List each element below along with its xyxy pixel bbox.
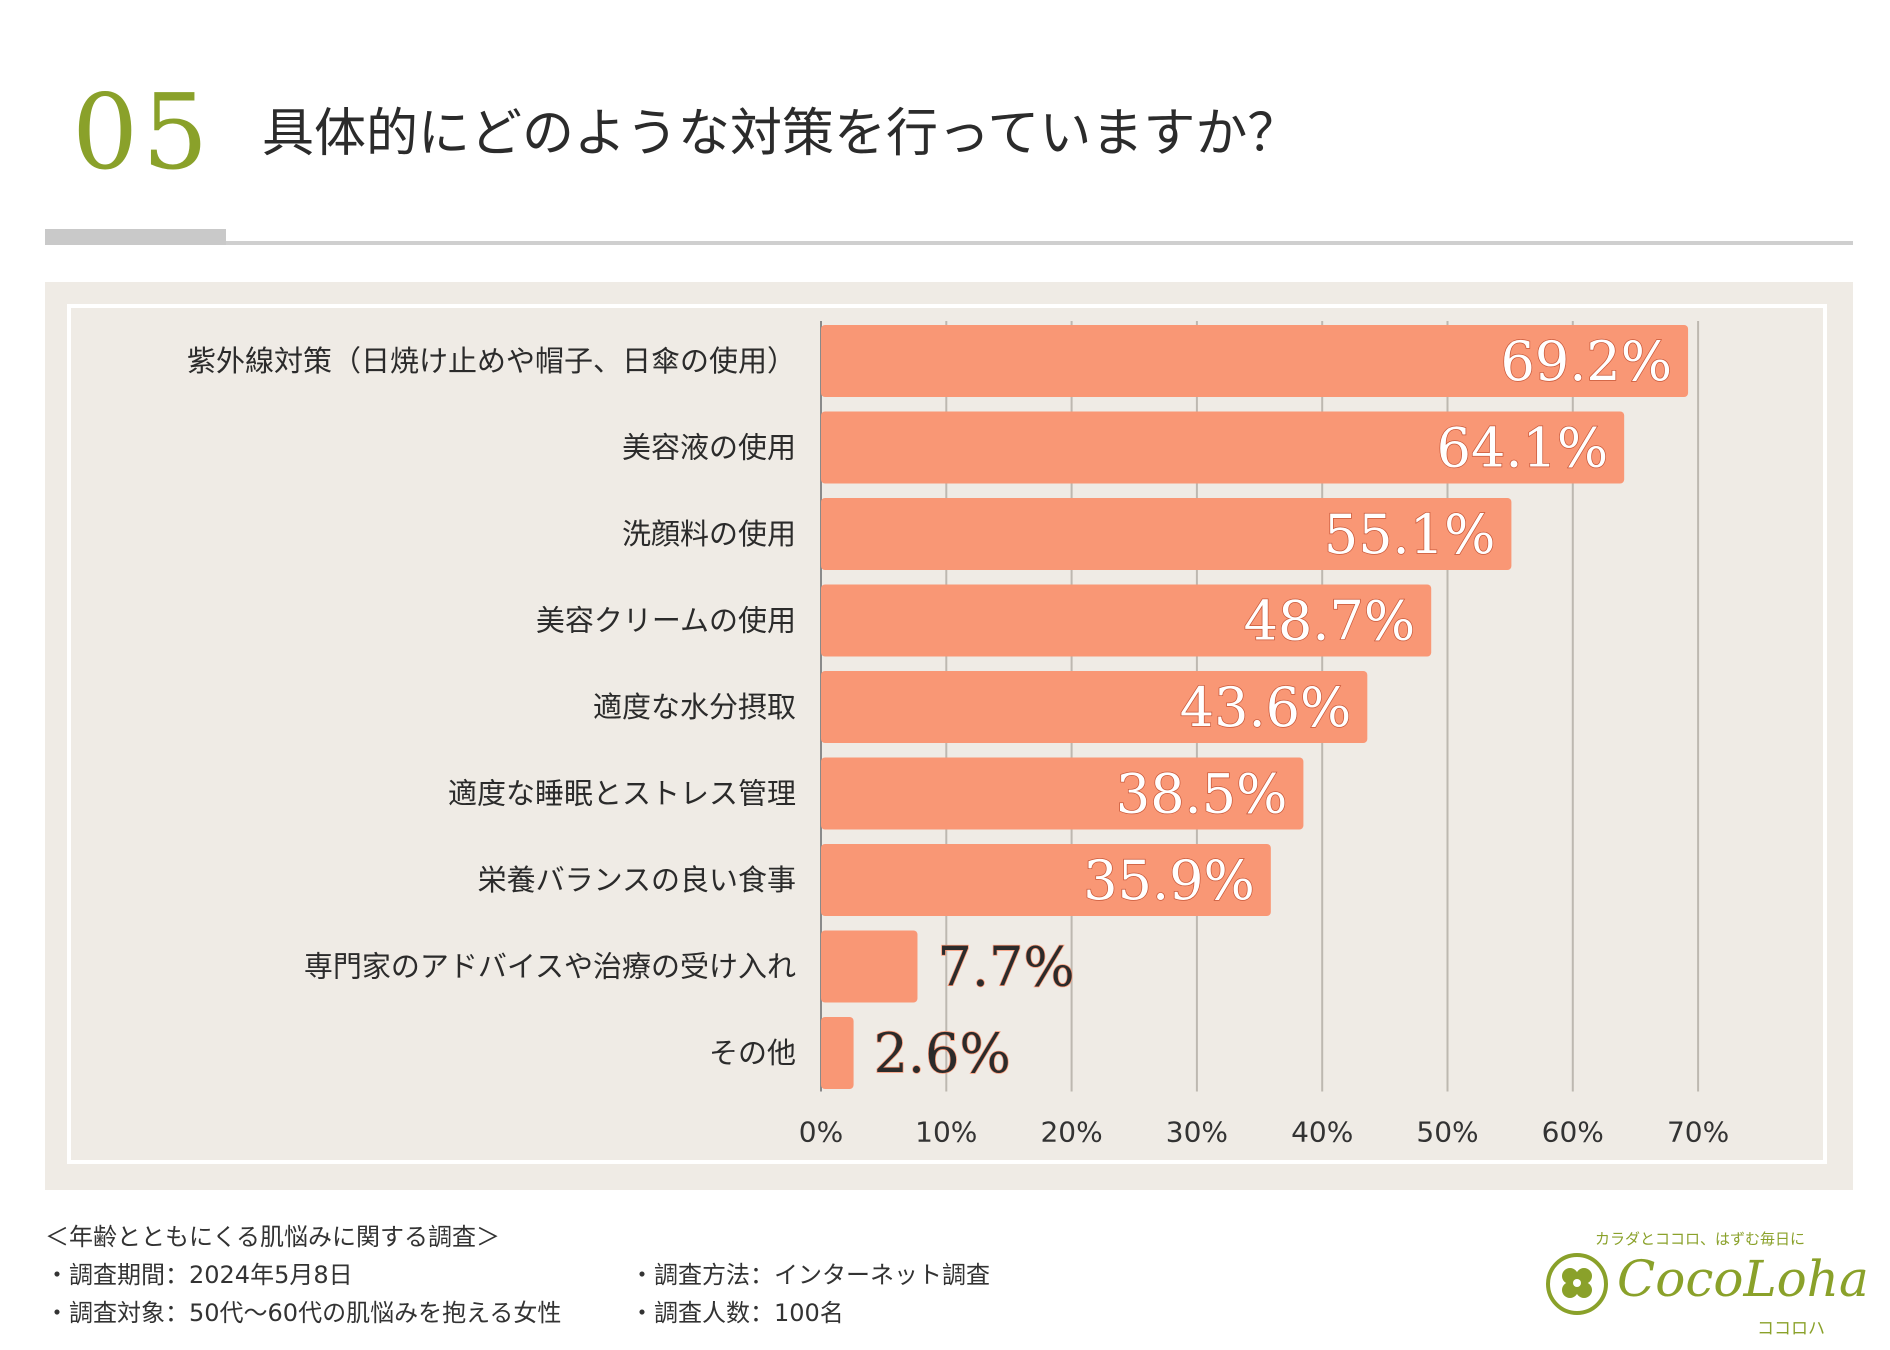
category-label: 紫外線対策（日焼け止めや帽子、日傘の使用） bbox=[187, 344, 796, 378]
bar bbox=[821, 498, 1512, 570]
title-rule-accent bbox=[45, 229, 226, 245]
category-label: 適度な睡眠とストレス管理 bbox=[448, 777, 796, 811]
page-title: 具体的にどのような対策を行っていますか？ bbox=[262, 104, 1300, 164]
category-label: 美容クリームの使用 bbox=[536, 604, 796, 638]
x-tick-label: 40% bbox=[1291, 1116, 1353, 1149]
x-tick-label: 30% bbox=[1166, 1116, 1228, 1149]
category-label: 専門家のアドバイスや治療の受け入れ bbox=[304, 950, 796, 984]
x-tick-label: 60% bbox=[1542, 1116, 1604, 1149]
bar bbox=[821, 411, 1625, 484]
clover-icon bbox=[1546, 1253, 1608, 1315]
value-label: 69.2% bbox=[1501, 330, 1673, 393]
x-tick-label: 20% bbox=[1040, 1116, 1102, 1149]
bar bbox=[821, 930, 918, 1003]
value-label: 48.7% bbox=[1244, 590, 1416, 653]
category-label: その他 bbox=[709, 1036, 796, 1070]
value-label: 7.7% bbox=[937, 936, 1074, 999]
logo-tagline: カラダとココロ、はずむ毎日に bbox=[1595, 1230, 1806, 1248]
bar bbox=[821, 671, 1368, 743]
survey-target: ・調査対象：50代～60代の肌悩みを抱える女性 bbox=[45, 1299, 562, 1327]
bar bbox=[821, 757, 1304, 830]
survey-count: ・調査人数：100名 bbox=[630, 1299, 844, 1327]
bar bbox=[821, 325, 1689, 397]
question-number: 05 bbox=[72, 71, 213, 193]
logo-brand: CocoLoha bbox=[1617, 1250, 1869, 1308]
x-tick-label: 70% bbox=[1667, 1116, 1729, 1149]
category-label: 洗顔料の使用 bbox=[622, 517, 796, 551]
value-label: 55.1% bbox=[1324, 503, 1496, 566]
value-label: 2.6% bbox=[874, 1022, 1011, 1085]
category-label: 栄養バランスの良い食事 bbox=[478, 863, 796, 897]
bar bbox=[821, 584, 1432, 657]
value-label: 35.9% bbox=[1083, 849, 1255, 912]
category-label: 美容液の使用 bbox=[622, 431, 796, 465]
x-tick-label: 10% bbox=[915, 1116, 977, 1149]
survey-period: ・調査期間：2024年5月8日 bbox=[45, 1261, 353, 1289]
survey-method: ・調査方法：インターネット調査 bbox=[630, 1261, 990, 1289]
brand-logo: カラダとココロ、はずむ毎日に CocoLoha ココロハ bbox=[1545, 1228, 1869, 1339]
category-label: 適度な水分摂取 bbox=[593, 690, 796, 724]
chart-panel-border bbox=[67, 304, 1827, 1164]
x-tick-label: 0% bbox=[799, 1116, 843, 1149]
bar bbox=[821, 1017, 854, 1089]
value-label: 64.1% bbox=[1437, 417, 1609, 480]
x-tick-label: 50% bbox=[1416, 1116, 1478, 1149]
chart-panel: 0% 10% 20% 30% 40% 50% 60% 70% 紫外線対策（日焼け止めや帽子、日傘… bbox=[45, 282, 1853, 1190]
bar-chart: 0% 10% 20% 30% 40% 50% 60% 70% 紫外線対策（日焼け止めや帽子、日傘… bbox=[187, 321, 1729, 1149]
value-label: 43.6% bbox=[1180, 676, 1352, 739]
survey-title: ＜年齢とともにくる肌悩みに関する調査＞ bbox=[45, 1223, 501, 1251]
value-label: 38.5% bbox=[1116, 763, 1288, 826]
logo-kana: ココロハ bbox=[1757, 1319, 1825, 1339]
title-rule bbox=[45, 241, 1853, 245]
bar bbox=[821, 844, 1271, 916]
